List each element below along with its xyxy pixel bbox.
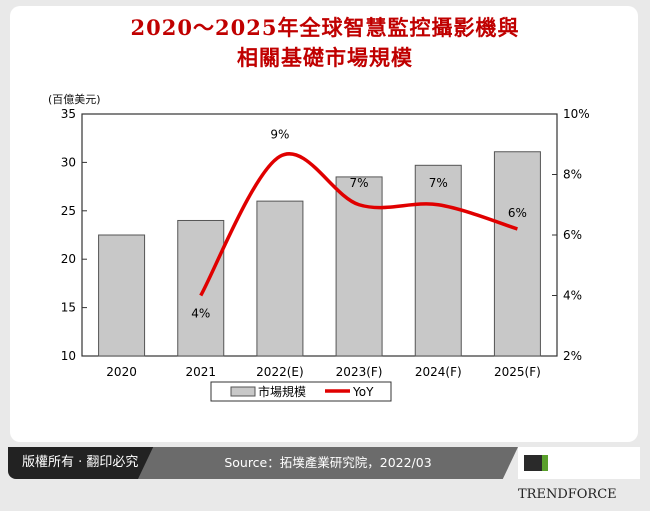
yoy-line [199,152,518,297]
trendforce-logo: TRENDFORCE [518,447,640,502]
footer: 版權所有 · 翻印必究 Source：拓墣產業研究院，2022/03 TREND… [8,447,640,502]
y-tick-label: 35 [61,107,76,121]
bar-2025(F) [493,151,541,357]
yoy-data-label: 6% [508,206,527,220]
plot-area [81,113,558,357]
legend-bar-label: 市場規模 [258,384,306,399]
yoy-data-label: 7% [350,176,369,190]
x-tick-label: 2020 [106,365,137,379]
yoy-data-label: 9% [270,127,289,141]
y2-tick-label: 4% [563,289,582,303]
x-tick-label: 2024(F) [415,365,462,379]
chart: (百億美元) 10 15 20 25 30 35 2% 4% 6% 8% 10% 2020 2021 202… [48,93,590,402]
yoy-data-label: 7% [429,176,448,190]
copyright-notice: 版權所有 · 翻印必究 [8,447,162,479]
legend [210,381,392,402]
y2-tick-label: 10% [563,107,590,121]
chart-title-line2: 相關基礎市場規模 [237,45,413,70]
y2-tick-label: 8% [563,168,582,182]
legend-line-label: YoY [352,385,374,399]
x-tick-label: 2025(F) [494,365,541,379]
x-tick-label: 2022(E) [256,365,303,379]
y-tick-label: 10 [61,349,76,363]
yoy-data-label: 4% [191,307,210,321]
bar-2024(F) [414,164,462,357]
y2-tick-label: 6% [563,228,582,242]
y-tick-label: 30 [61,155,76,169]
y-tick-label: 15 [61,301,76,315]
bar-2023(F) [335,176,383,357]
bar-2020 [98,234,146,357]
trendforce-logo-icon [524,454,548,471]
bar-2021 [177,219,225,357]
source-note: Source：拓墣產業研究院，2022/03 [138,447,518,479]
legend-bar-swatch [230,386,256,397]
x-tick-label: 2023(F) [336,365,383,379]
chart-title-line1: 2020～2025年全球智慧監控攝影機與 [130,15,520,40]
y-axis-label: (百億美元) [48,93,101,106]
x-tick-label: 2021 [185,365,216,379]
y2-tick-label: 2% [563,349,582,363]
y-tick-label: 20 [61,252,76,266]
y-tick-label: 25 [61,204,76,218]
bar-2022(E) [256,200,304,357]
